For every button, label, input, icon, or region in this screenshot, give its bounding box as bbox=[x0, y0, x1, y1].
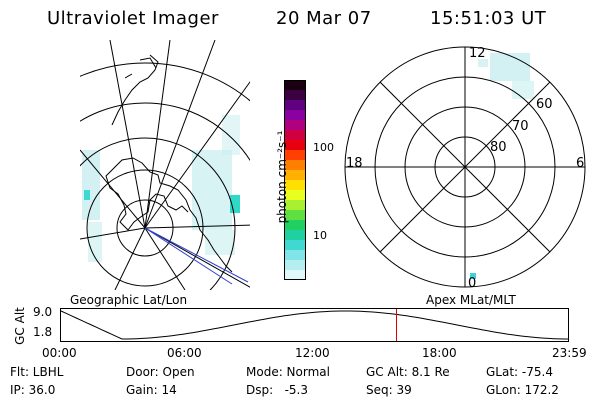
colorbar-segment bbox=[284, 100, 306, 111]
colorbar-segment bbox=[284, 240, 306, 251]
lat-label-70: 70 bbox=[512, 119, 529, 134]
colorbar-segment bbox=[284, 140, 306, 151]
gc-alt-status: GC Alt: 8.1 Re bbox=[366, 365, 450, 379]
colorbar-segment bbox=[284, 210, 306, 221]
observation-date: 20 Mar 07 bbox=[276, 8, 372, 29]
colorbar-segment bbox=[284, 180, 306, 191]
altitude-plot bbox=[60, 308, 569, 342]
altitude-curve bbox=[60, 310, 569, 340]
apex-map-label: Apex MLat/MLT bbox=[426, 293, 516, 307]
mlt-label-6: 6 bbox=[576, 156, 585, 171]
time-tick-0000: 00:00 bbox=[42, 346, 77, 360]
time-tick-0600: 06:00 bbox=[167, 346, 202, 360]
colorbar-segment bbox=[284, 250, 306, 261]
colorbar-segment bbox=[284, 260, 306, 271]
glat-status: GLat: -75.4 bbox=[486, 365, 553, 379]
mlt-label-18: 18 bbox=[346, 156, 363, 171]
gain-status: Gain: 14 bbox=[126, 383, 177, 397]
colorbar-tick-100: 100 bbox=[313, 141, 334, 154]
colorbar-segment bbox=[284, 160, 306, 171]
altitude-y-min: 1.8 bbox=[33, 325, 53, 339]
lat-label-60: 60 bbox=[536, 97, 553, 112]
mlt-label-0: 0 bbox=[468, 276, 477, 291]
glon-status: GLon: 172.2 bbox=[486, 383, 559, 397]
seq-status: Seq: 39 bbox=[366, 383, 412, 397]
colorbar-segment bbox=[284, 200, 306, 211]
colorbar-segment bbox=[284, 230, 306, 241]
lat-label-80: 80 bbox=[490, 140, 507, 155]
colorbar-tick-10: 10 bbox=[313, 229, 327, 242]
colorbar-segment bbox=[284, 170, 306, 181]
dsp-status: Dsp: -5.3 bbox=[246, 383, 309, 397]
aurora-emission-left bbox=[82, 115, 240, 262]
mode-status: Mode: Normal bbox=[246, 365, 330, 379]
ip-status: IP: 36.0 bbox=[10, 383, 56, 397]
colorbar-segment bbox=[284, 110, 306, 121]
colorbar-segment bbox=[284, 120, 306, 131]
geographic-map-label: Geographic Lat/Lon bbox=[70, 293, 188, 307]
aurora-emission-right bbox=[470, 53, 534, 279]
door-status: Door: Open bbox=[126, 365, 195, 379]
time-tick-2359: 23:59 bbox=[552, 346, 587, 360]
altitude-axis-title: GC Alt bbox=[13, 307, 27, 345]
observation-time: 15:51:03 UT bbox=[430, 8, 547, 29]
coastline bbox=[105, 157, 233, 273]
colorbar-unit-label: photon cm⁻²s⁻¹ bbox=[275, 130, 289, 224]
altitude-y-max: 9.0 bbox=[33, 305, 53, 319]
magnetic-polar-plot bbox=[344, 46, 586, 288]
colorbar-segment bbox=[284, 270, 306, 280]
colorbar-segment bbox=[284, 80, 306, 91]
intensity-colorbar bbox=[284, 80, 306, 280]
time-tick-1200: 12:00 bbox=[295, 346, 330, 360]
colorbar-segment bbox=[284, 150, 306, 161]
time-tick-1800: 18:00 bbox=[422, 346, 457, 360]
colorbar-segment bbox=[284, 220, 306, 231]
colorbar-segment bbox=[284, 190, 306, 201]
filter-status: Flt: LBHL bbox=[10, 365, 64, 379]
colorbar-segment bbox=[284, 90, 306, 101]
colorbar-segment bbox=[284, 130, 306, 141]
instrument-title: Ultraviolet Imager bbox=[47, 8, 219, 29]
mlt-label-12: 12 bbox=[469, 46, 486, 61]
